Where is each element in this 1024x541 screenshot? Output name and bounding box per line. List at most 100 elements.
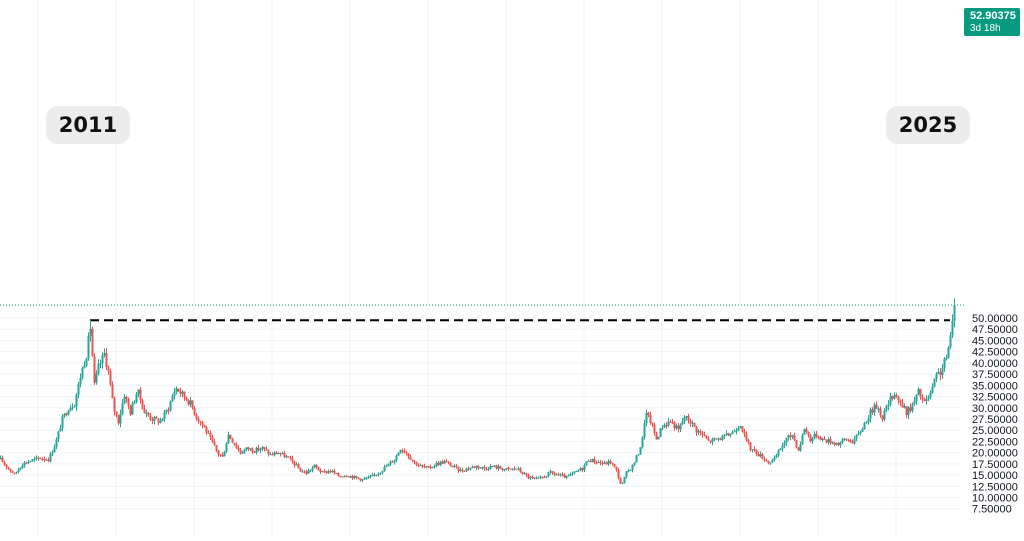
candle (45, 458, 48, 461)
candle (715, 438, 718, 440)
candle (515, 468, 518, 470)
candle-body (681, 421, 684, 425)
candle (239, 447, 242, 455)
candle-body (205, 427, 208, 433)
candle-body (557, 474, 560, 476)
candle (629, 469, 632, 472)
candle-body (245, 447, 248, 450)
candle (535, 476, 538, 480)
candle-body (699, 431, 702, 433)
candle-body (587, 460, 590, 462)
candle-body (665, 424, 668, 426)
candle-body (5, 464, 8, 468)
candle (143, 404, 146, 414)
candle (907, 406, 910, 420)
candle-body (833, 442, 836, 445)
candle (653, 422, 656, 436)
candle-body (641, 437, 644, 448)
candle-body (697, 431, 700, 433)
candle (879, 406, 882, 418)
candle-body (357, 477, 360, 479)
candle (549, 469, 552, 475)
candle (475, 465, 478, 471)
candle (695, 425, 698, 436)
candle (13, 472, 16, 475)
candle (235, 442, 238, 449)
candle (81, 366, 84, 380)
candle-body (561, 474, 564, 476)
candle-body (901, 402, 904, 408)
candle (711, 437, 714, 446)
candle-body (61, 416, 64, 429)
candle-body (83, 365, 86, 369)
candle (767, 460, 770, 465)
candle (577, 469, 580, 473)
candle-body (927, 397, 930, 400)
candle-body (439, 461, 442, 465)
candle (797, 446, 800, 452)
candle-body (689, 420, 692, 424)
candle (177, 388, 180, 393)
candle-body (795, 440, 798, 448)
candle (699, 429, 702, 436)
candle-body (655, 433, 658, 440)
candle (365, 477, 368, 480)
candle-body (595, 462, 598, 464)
candle (25, 461, 28, 465)
candle-body (837, 442, 840, 446)
candle (823, 436, 826, 440)
y-tick-label: 42.50000 (972, 347, 1018, 359)
candle-body (735, 430, 738, 432)
candle (621, 481, 624, 484)
candle (703, 431, 706, 437)
candle-body (671, 422, 674, 424)
candle (901, 398, 904, 408)
candle-body (113, 398, 116, 412)
candle-body (663, 424, 666, 428)
candle (483, 464, 486, 471)
candle (357, 477, 360, 480)
candle (925, 395, 928, 405)
candle (107, 365, 110, 375)
candle (927, 395, 930, 402)
candle (817, 435, 820, 439)
candle-body (65, 413, 68, 415)
candle-body (717, 438, 720, 440)
candle-body (199, 421, 202, 423)
candle (29, 460, 32, 463)
candle-body (573, 471, 576, 474)
candle-body (525, 473, 528, 476)
candle (555, 472, 558, 476)
candle-body (785, 437, 788, 443)
candle (785, 437, 788, 446)
candle-body (885, 406, 888, 411)
candle-body (453, 465, 456, 467)
candle-body (739, 426, 742, 428)
candle (735, 427, 738, 435)
price-axis[interactable]: 7.5000010.0000012.5000015.0000017.500002… (972, 313, 1018, 516)
candle-body (743, 431, 746, 435)
candle-body (819, 437, 822, 441)
candle (903, 403, 906, 409)
candle (397, 452, 400, 456)
candle-body (677, 425, 680, 430)
candle (869, 407, 872, 423)
candle (887, 400, 890, 411)
candle-body (605, 462, 608, 465)
candle-body (211, 436, 214, 442)
candle-body (235, 444, 238, 448)
candle (243, 448, 246, 454)
candle-body (63, 413, 66, 417)
candle (539, 475, 542, 480)
candle (659, 428, 662, 438)
candle (407, 453, 410, 460)
candle-body (373, 474, 376, 476)
candle-body (517, 468, 520, 470)
candle (327, 469, 330, 475)
candle (91, 326, 94, 357)
candle (667, 418, 670, 428)
candle-body (403, 450, 406, 453)
candle-body (295, 464, 298, 466)
